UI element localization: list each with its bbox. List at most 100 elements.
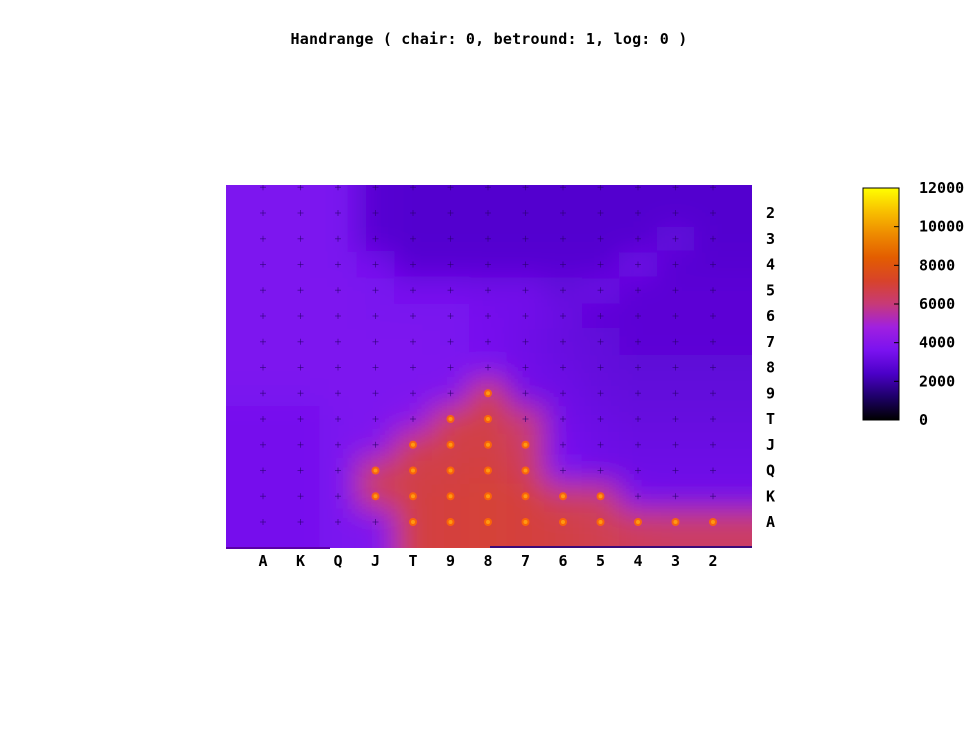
cell-2-T [710, 416, 716, 422]
cell-4-T [635, 416, 641, 422]
x-tick-label: 2 [708, 552, 717, 570]
cell-9-J [446, 440, 455, 449]
cell-9-5 [447, 287, 454, 294]
cell-K-5 [297, 287, 304, 294]
cell-6-8 [560, 364, 566, 371]
cell-8-A [484, 518, 492, 526]
cell-3-A [671, 518, 680, 526]
y-tick-label: 6 [766, 307, 775, 325]
cell-A-A [260, 519, 266, 525]
cell-6-6 [560, 313, 566, 319]
cell-3-Q [672, 467, 679, 474]
cell-edge-5 [597, 185, 604, 191]
cell-J-J [372, 441, 379, 448]
cell-T-T [410, 416, 416, 422]
cell-J-7 [372, 338, 379, 345]
cell-edge-6 [560, 185, 566, 191]
cell-9-2 [447, 210, 454, 216]
cell-2-8 [710, 364, 716, 371]
cell-3-8 [672, 364, 679, 371]
cell-7-5 [522, 287, 529, 294]
cell-K-J [297, 441, 304, 448]
cell-A-K [260, 493, 266, 500]
cell-T-Q [409, 466, 417, 475]
y-tick-label: 5 [766, 281, 775, 299]
cell-5-8 [597, 364, 604, 371]
cell-4-2 [635, 210, 641, 216]
y-tick-label: 3 [766, 230, 775, 248]
cell-4-6 [635, 313, 641, 319]
cell-K-K [297, 493, 304, 500]
cell-K-T [297, 416, 304, 422]
colorbar-bar [862, 187, 900, 421]
cell-A-T [260, 416, 266, 422]
cell-Q-9 [335, 390, 341, 397]
cell-9-9 [447, 390, 454, 397]
cell-9-6 [447, 313, 454, 319]
x-tick-label: 5 [596, 552, 605, 570]
cell-5-5 [597, 287, 604, 294]
cell-3-7 [672, 338, 679, 345]
cell-Q-T [335, 416, 341, 422]
cell-5-A [596, 518, 605, 526]
cell-6-3 [560, 235, 566, 242]
cell-K-Q [297, 467, 304, 474]
cell-Q-J [335, 441, 341, 448]
cell-4-A [634, 518, 642, 526]
cell-2-7 [710, 338, 716, 345]
cell-5-9 [597, 390, 604, 397]
cell-K-6 [297, 313, 304, 319]
colorbar-tick-label: 6000 [919, 295, 955, 313]
cell-K-9 [297, 390, 304, 397]
cell-4-5 [635, 287, 641, 294]
cell-K-4 [297, 261, 304, 268]
cell-9-Q [446, 466, 455, 475]
cell-K-8 [297, 364, 304, 371]
cell-7-3 [522, 235, 529, 242]
cell-9-8 [447, 364, 454, 371]
cell-A-5 [260, 287, 266, 294]
cell-J-2 [372, 210, 379, 216]
cell-6-2 [560, 210, 566, 216]
cell-Q-Q [335, 467, 341, 474]
cell-edge-4 [635, 185, 641, 191]
cell-Q-A [335, 519, 341, 525]
cell-7-9 [522, 390, 529, 397]
cell-A-3 [260, 235, 266, 242]
cell-K-A [297, 519, 304, 525]
cell-edge-K [297, 185, 304, 191]
cell-Q-2 [335, 210, 341, 216]
cell-8-3 [485, 235, 491, 242]
cell-A-4 [260, 261, 266, 268]
cell-8-8 [485, 364, 491, 371]
colorbar-tick-label: 10000 [919, 218, 964, 236]
chart-title: Handrange ( chair: 0, betround: 1, log: … [290, 30, 688, 48]
cell-7-7 [522, 338, 529, 345]
cell-6-7 [560, 338, 566, 345]
cell-8-Q [484, 466, 492, 475]
cell-A-6 [260, 313, 266, 319]
cell-8-K [484, 492, 492, 501]
x-tick-label: T [408, 552, 417, 570]
cell-2-K [710, 493, 716, 500]
x-tick-label: 6 [558, 552, 567, 570]
cell-J-A [372, 519, 379, 525]
cell-J-4 [372, 261, 379, 268]
y-tick-label: 9 [766, 384, 775, 402]
cell-2-3 [710, 235, 716, 242]
cell-T-5 [410, 287, 416, 294]
cell-7-T [522, 416, 529, 422]
cell-7-J [521, 440, 530, 449]
y-tick-label: T [766, 410, 775, 428]
cell-J-8 [372, 364, 379, 371]
x-tick-label: J [371, 552, 380, 570]
cell-9-3 [447, 235, 454, 242]
cell-6-K [559, 492, 567, 501]
cell-K-2 [297, 210, 304, 216]
cell-edge-7 [522, 185, 529, 191]
cell-7-A [521, 518, 530, 526]
cell-A-7 [260, 338, 266, 345]
cell-3-4 [672, 261, 679, 268]
